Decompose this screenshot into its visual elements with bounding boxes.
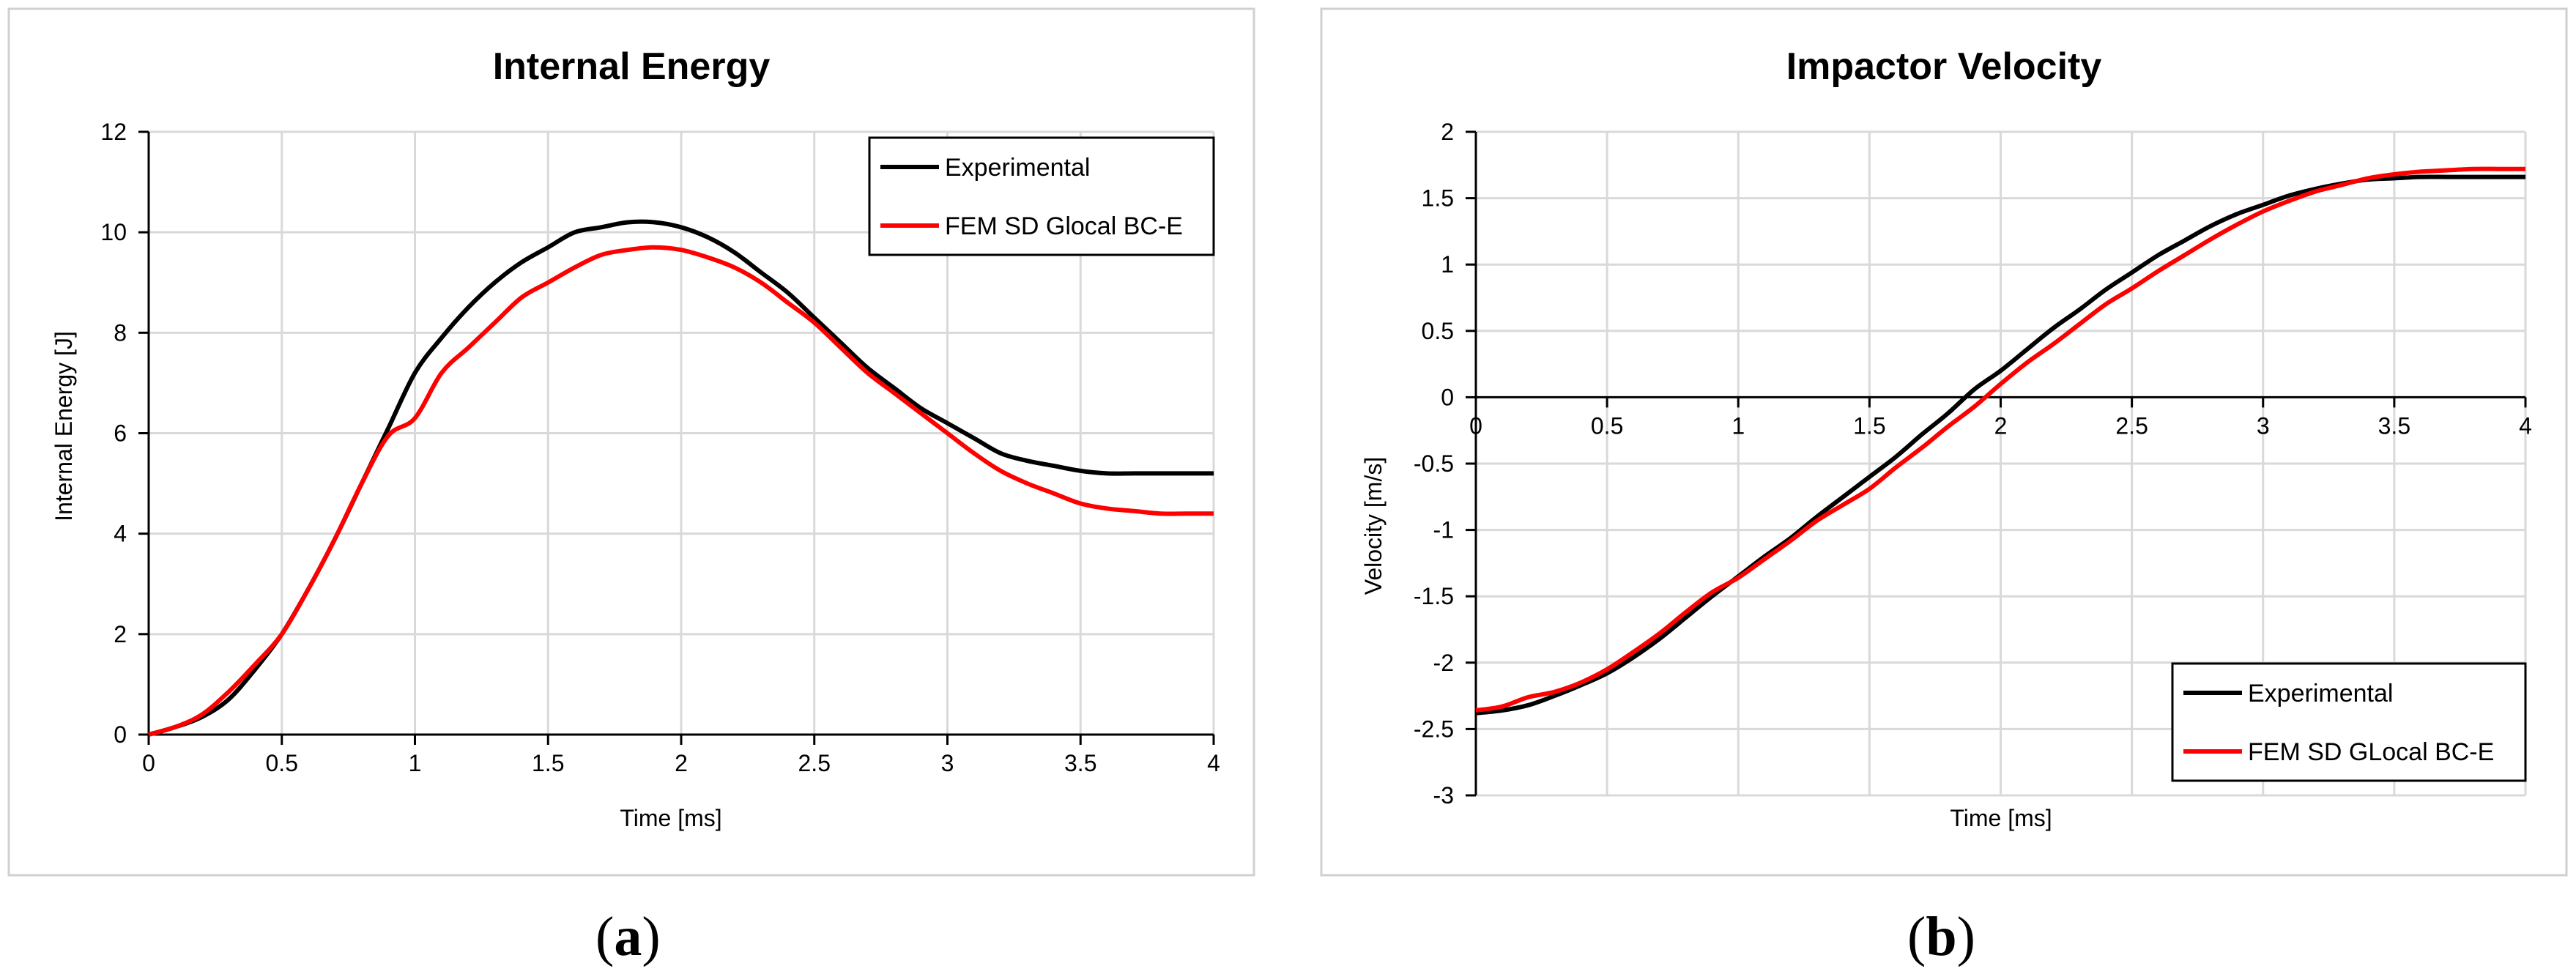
- x-tick-label: 0.5: [1591, 412, 1623, 439]
- series-lines: [1475, 166, 2525, 716]
- caption-a: (a): [595, 906, 661, 967]
- y-tick-label: 2: [1441, 119, 1454, 145]
- legend-box: [868, 136, 1215, 256]
- x-tick-label: 0: [1469, 412, 1482, 439]
- y-tick-label: 0: [114, 721, 127, 748]
- y-tick-label: 8: [114, 319, 127, 346]
- x-tick-label: 1.5: [532, 750, 564, 776]
- x-tick-label: 3: [941, 750, 954, 776]
- y-tick-label: 6: [114, 420, 127, 447]
- y-tick-label: -0.5: [1414, 450, 1454, 477]
- caption-b: (b): [1907, 906, 1975, 967]
- y-tick-label: 0.5: [1422, 318, 1454, 344]
- x-tick-label: 0: [142, 750, 155, 776]
- x-tick-label: 1: [409, 750, 422, 776]
- y-axis-label: Internal Energy [J]: [51, 331, 77, 521]
- x-tick-label: 1: [1731, 412, 1745, 439]
- axes: [1466, 130, 2527, 797]
- x-tick-label: 2.5: [2115, 412, 2148, 439]
- axes: [138, 130, 1215, 745]
- legend-label-experimental: Experimental: [945, 154, 1090, 182]
- x-tick-label: 2: [675, 750, 688, 776]
- y-axis-label: Velocity [m/s]: [1360, 457, 1387, 595]
- x-tick-label: 0.5: [266, 750, 298, 776]
- y-tick-label: -2: [1433, 650, 1454, 676]
- y-tick-label: 0: [1441, 384, 1454, 410]
- y-tick-label: 1: [1441, 251, 1454, 278]
- legend: Experimental FEM SD Glocal BC-E: [868, 136, 1215, 256]
- legend-label-fem: FEM SD Glocal BC-E: [945, 212, 1183, 240]
- x-tick-label: 4: [2519, 412, 2532, 439]
- legend-label-experimental: Experimental: [2248, 680, 2393, 707]
- y-tick-label: 10: [100, 219, 127, 245]
- x-tick-label: 2: [1994, 412, 2008, 439]
- series-line-fem: [1475, 166, 2525, 713]
- y-tick-label: -3: [1433, 782, 1454, 809]
- tick-labels: -3 -2.5 -2 -1.5 -1 -0.5 0 0.5 1 1.5 2 0 0.5 1 1.5 2 2.5 3…: [1414, 119, 2532, 809]
- y-tick-label: -2.5: [1414, 716, 1454, 742]
- y-tick-label: -1.5: [1414, 583, 1454, 609]
- x-axis-label: Time [ms]: [1950, 805, 2052, 831]
- y-tick-label: 12: [100, 119, 127, 145]
- x-tick-label: 1.5: [1853, 412, 1885, 439]
- x-axis-label: Time [ms]: [620, 805, 721, 831]
- legend: Experimental FEM SD GLocal BC-E: [2171, 662, 2527, 782]
- legend-box: [2171, 662, 2527, 782]
- x-tick-label: 3.5: [2378, 412, 2410, 439]
- tick-labels: 0 2 4 6 8 10 12 0 0.5 1 1.5 2 2.5 3 3.5 4: [100, 119, 1220, 776]
- chart-title: Internal Energy: [493, 45, 771, 88]
- chart-title: Impactor Velocity: [1786, 45, 2102, 88]
- chart-panel-impactor-velocity: Impactor Velocity -3 -2.5 -2 -1.5 -1 -0.5 0 0.5…: [1320, 7, 2568, 877]
- chart-panel-internal-energy: Internal Energy 0 2 4 6 8 10 12 0 0.5 1 1.5 2 2.5 3 3.…: [7, 7, 1255, 877]
- y-tick-label: 2: [114, 621, 127, 647]
- y-tick-label: 1.5: [1422, 185, 1454, 212]
- x-tick-label: 4: [1207, 750, 1220, 776]
- series-line-fem: [148, 245, 1214, 737]
- x-tick-label: 3: [2257, 412, 2270, 439]
- x-tick-label: 3.5: [1064, 750, 1096, 776]
- x-tick-label: 2.5: [798, 750, 831, 776]
- legend-label-fem: FEM SD GLocal BC-E: [2248, 738, 2494, 766]
- y-tick-label: -1: [1433, 517, 1454, 543]
- series-lines: [148, 219, 1214, 737]
- y-tick-label: 4: [114, 521, 127, 547]
